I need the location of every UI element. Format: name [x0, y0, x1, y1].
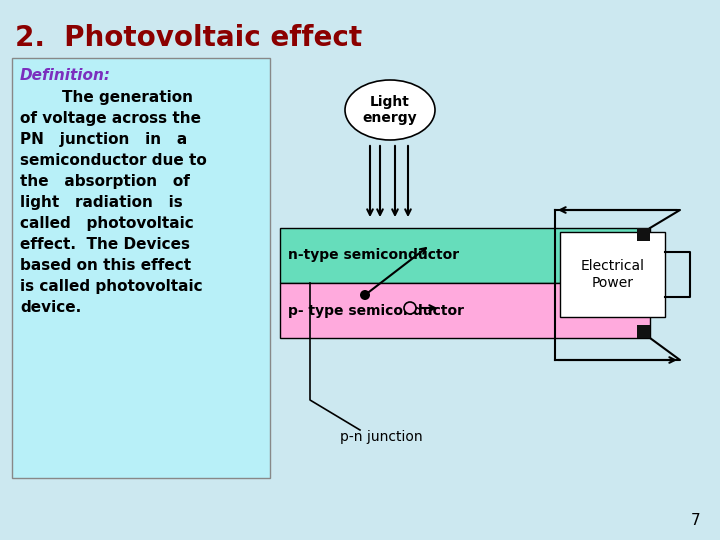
- Bar: [637, 325, 650, 338]
- Text: Light
energy: Light energy: [363, 95, 418, 125]
- Text: 7: 7: [690, 513, 700, 528]
- Text: Definition:: Definition:: [20, 68, 111, 83]
- Text: 2.  Photovoltaic effect: 2. Photovoltaic effect: [15, 24, 362, 52]
- Bar: [560, 232, 665, 317]
- Bar: [637, 228, 650, 241]
- Bar: [12, 58, 270, 478]
- Text: The generation
of voltage across the
PN   junction   in   a
semiconductor due to: The generation of voltage across the PN …: [20, 90, 207, 315]
- Ellipse shape: [345, 80, 435, 140]
- Text: p-n junction: p-n junction: [340, 430, 423, 444]
- Bar: [280, 228, 650, 283]
- Text: n-type semiconductor: n-type semiconductor: [288, 248, 459, 262]
- Text: Electrical
Power: Electrical Power: [580, 259, 644, 289]
- Circle shape: [360, 290, 370, 300]
- Bar: [280, 283, 650, 338]
- Text: p- type semiconductor: p- type semiconductor: [288, 303, 464, 318]
- Circle shape: [404, 302, 416, 314]
